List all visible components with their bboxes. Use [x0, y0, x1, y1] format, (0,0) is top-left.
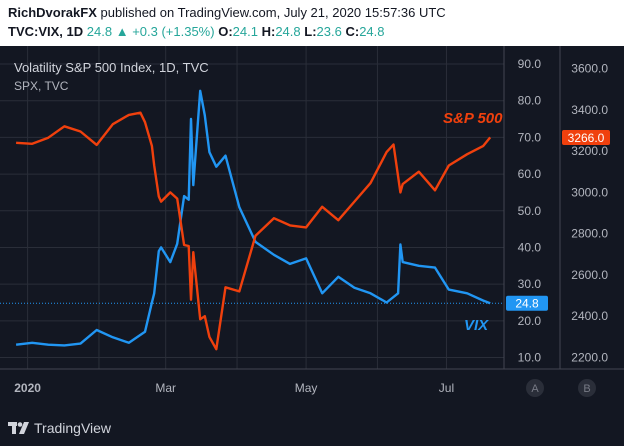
spx-last-price-badge: 3266.0	[562, 129, 610, 145]
high-label: H:	[261, 24, 276, 39]
vix-tick-label-5: 60.0	[518, 167, 542, 181]
spx-tick-label-2: 2600.0	[571, 268, 608, 282]
scale-a-button[interactable]: A	[526, 379, 544, 397]
vix-last-badge-text: 24.8	[515, 297, 539, 311]
scale-b-button[interactable]: B	[578, 379, 596, 397]
close-value: 24.8	[359, 24, 385, 39]
ohlc-line: TVC:VIX, 1D 24.8 ▲ +0.3 (+1.35%) O:24.1 …	[8, 24, 385, 39]
up-arrow-icon: ▲	[115, 24, 129, 39]
spx-tick-label-0: 2200.0	[571, 351, 608, 365]
spx-last-badge-bg	[562, 129, 610, 145]
last-price: 24.8	[86, 24, 113, 39]
legend-title[interactable]: Volatility S&P 500 Index, 1D, TVC	[14, 60, 209, 75]
grid-lines	[0, 46, 504, 369]
vix-annotation: VIX	[464, 317, 489, 334]
high-value: 24.8	[275, 24, 301, 39]
vix-last-badge-bg	[506, 295, 548, 311]
spx-series-line	[16, 111, 492, 351]
footer-bar: TradingView	[0, 411, 624, 446]
tradingview-brand[interactable]: TradingView	[34, 420, 112, 436]
vix-tick-label-2: 30.0	[518, 277, 542, 291]
time-tick-label-2: May	[295, 381, 318, 395]
vix-series-line	[15, 89, 491, 347]
spx-tick-label-4: 3000.0	[571, 185, 608, 199]
chart-background	[0, 46, 624, 446]
publisher-name[interactable]: RichDvorakFX	[8, 5, 97, 20]
close-label: C:	[345, 24, 360, 39]
tradingview-logo-icon[interactable]	[8, 420, 30, 436]
legend-subtitle[interactable]: SPX, TVC	[14, 79, 69, 93]
open-value: 24.1	[232, 24, 258, 39]
spx-annotation: S&P 500	[443, 110, 503, 127]
vix-tick-label-7: 80.0	[518, 94, 542, 108]
scale-a-label[interactable]: A	[531, 383, 539, 395]
vix-tick-label-4: 50.0	[518, 204, 542, 218]
low-label: L:	[304, 24, 317, 39]
spx-tick-label-5: 3200.0	[571, 144, 608, 158]
vix-tick-label-3: 40.0	[518, 240, 542, 254]
series-group	[15, 89, 492, 351]
scale-b-label[interactable]: B	[583, 383, 590, 395]
vix-axis-ticks: 10.0 20.0 30.0 40.0 50.0 60.0 70.0 80.0 90.0	[518, 57, 542, 365]
vix-tick-label-8: 90.0	[518, 57, 542, 71]
vix-tick-label-0: 10.0	[518, 351, 542, 365]
vix-tick-label-6: 70.0	[518, 130, 542, 144]
vix-last-price-badge: 24.8	[506, 295, 548, 311]
price-change: +0.3 (+1.35%)	[132, 24, 215, 39]
scale-b-button-bg[interactable]	[578, 379, 596, 397]
spx-tick-label-3: 2800.0	[571, 227, 608, 241]
vix-tick-label-1: 20.0	[518, 314, 542, 328]
spx-axis-ticks: 2200.0 2400.0 2600.0 2800.0 3000.0 3200.0 3400…	[571, 62, 608, 365]
published-text: published on TradingView.com, July 21, 2…	[100, 5, 446, 20]
chart-area[interactable]: 10.0 20.0 30.0 40.0 50.0 60.0 70.0 80.0 90.0 220…	[0, 46, 624, 446]
spx-tick-label-7: 3600.0	[571, 62, 608, 76]
publisher-line: RichDvorakFX published on TradingView.co…	[8, 5, 446, 20]
time-tick-label-0: 2020	[14, 381, 41, 395]
time-tick-label-1: Mar	[155, 381, 176, 395]
spx-tick-label-6: 3400.0	[571, 103, 608, 117]
open-label: O:	[218, 24, 233, 39]
low-value: 23.6	[316, 24, 342, 39]
spx-tick-label-1: 2400.0	[571, 309, 608, 323]
time-tick-label-3: Jul	[439, 381, 454, 395]
spx-last-badge-text: 3266.0	[568, 131, 605, 145]
time-axis-ticks: 2020 Mar May Jul	[14, 381, 454, 395]
scale-a-button-bg[interactable]	[526, 379, 544, 397]
symbol-label[interactable]: TVC:VIX, 1D	[8, 24, 84, 39]
